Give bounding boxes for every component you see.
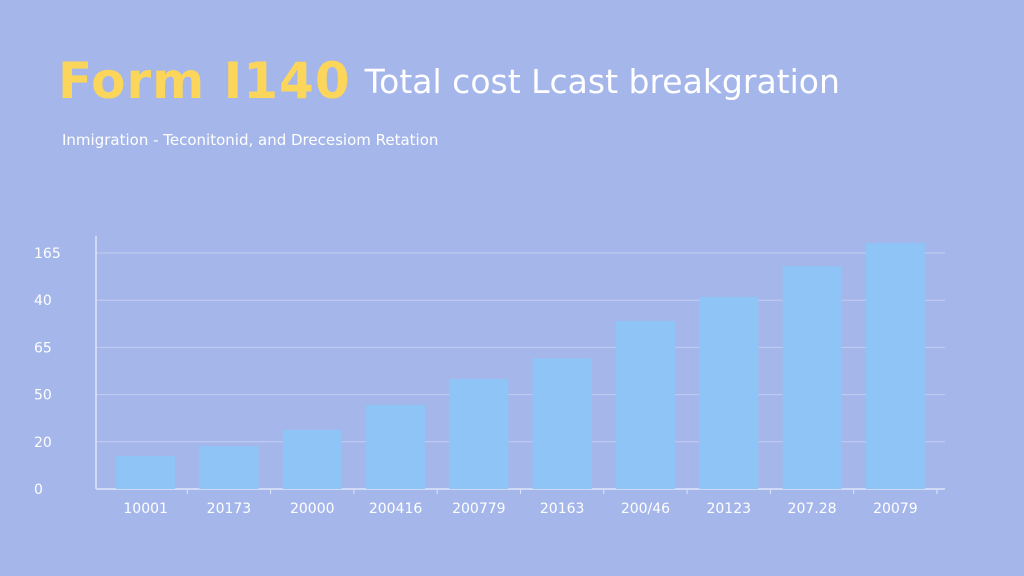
chart-title: Form I140 Total cost Lcast breakgration bbox=[58, 52, 840, 110]
title-form: Form I140 bbox=[58, 52, 351, 110]
x-tick-label: 20123 bbox=[706, 501, 751, 517]
x-tick-label: 20163 bbox=[540, 501, 585, 517]
y-tick-label: 50 bbox=[34, 388, 52, 404]
bar bbox=[116, 455, 176, 489]
y-tick-label: 65 bbox=[34, 340, 52, 356]
chart-subtitle: Inmigration - Teconitonid, and Drecesiom… bbox=[62, 131, 439, 149]
x-tick-label: 200779 bbox=[452, 501, 505, 517]
x-tick-label: 10001 bbox=[123, 501, 168, 517]
x-tick-label: 207.28 bbox=[788, 501, 837, 517]
y-tick-label: 165 bbox=[34, 246, 61, 262]
bar bbox=[699, 296, 759, 489]
y-tick-label: 20 bbox=[34, 435, 52, 451]
title-subtitle: Total cost Lcast breakgration bbox=[364, 61, 840, 101]
bar bbox=[199, 446, 259, 489]
y-tick-label: 0 bbox=[34, 482, 43, 498]
x-tick-label: 20173 bbox=[207, 501, 252, 517]
bar bbox=[615, 320, 675, 489]
x-tick-label: 200416 bbox=[369, 501, 423, 517]
y-tick-label: 40 bbox=[34, 293, 52, 309]
bar bbox=[449, 379, 509, 489]
x-tick-label: 20079 bbox=[873, 501, 918, 517]
bar bbox=[366, 404, 426, 489]
bar bbox=[282, 429, 342, 489]
x-tick-label: 200/46 bbox=[621, 501, 670, 517]
bar bbox=[532, 358, 592, 489]
bar bbox=[865, 243, 925, 489]
bar bbox=[782, 266, 842, 489]
x-tick-label: 20000 bbox=[290, 501, 335, 517]
